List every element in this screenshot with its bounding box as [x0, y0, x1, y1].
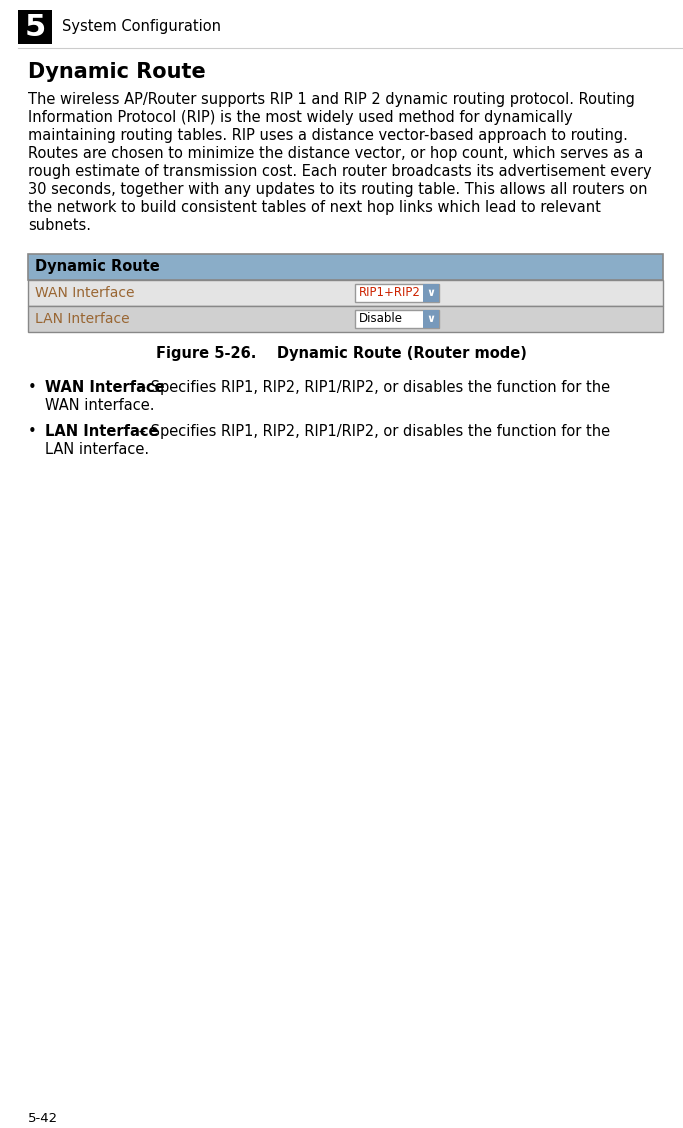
Text: Routes are chosen to minimize the distance vector, or hop count, which serves as: Routes are chosen to minimize the distan…	[28, 146, 643, 161]
Text: The wireless AP/Router supports RIP 1 and RIP 2 dynamic routing protocol. Routin: The wireless AP/Router supports RIP 1 an…	[28, 92, 635, 107]
Text: WAN Interface: WAN Interface	[35, 287, 135, 300]
Text: Dynamic Route: Dynamic Route	[35, 259, 160, 274]
FancyBboxPatch shape	[355, 310, 439, 328]
Text: subnets.: subnets.	[28, 218, 91, 233]
Text: maintaining routing tables. RIP uses a distance vector-based approach to routing: maintaining routing tables. RIP uses a d…	[28, 127, 628, 143]
Text: Disable: Disable	[359, 312, 403, 326]
Text: WAN interface.: WAN interface.	[45, 398, 154, 413]
Text: – Specifies RIP1, RIP2, RIP1/RIP2, or disables the function for the: – Specifies RIP1, RIP2, RIP1/RIP2, or di…	[134, 380, 610, 395]
Text: – Specifies RIP1, RIP2, RIP1/RIP2, or disables the function for the: – Specifies RIP1, RIP2, RIP1/RIP2, or di…	[134, 424, 610, 439]
FancyBboxPatch shape	[28, 280, 663, 306]
Text: LAN interface.: LAN interface.	[45, 442, 149, 457]
Text: LAN Interface: LAN Interface	[45, 424, 158, 439]
Text: the network to build consistent tables of next hop links which lead to relevant: the network to build consistent tables o…	[28, 200, 601, 215]
Text: RIP1+RIP2: RIP1+RIP2	[359, 287, 421, 300]
Text: System Configuration: System Configuration	[62, 19, 221, 35]
FancyBboxPatch shape	[423, 284, 439, 302]
Text: Information Protocol (RIP) is the most widely used method for dynamically: Information Protocol (RIP) is the most w…	[28, 111, 572, 125]
Text: •: •	[28, 380, 37, 395]
Text: rough estimate of transmission cost. Each router broadcasts its advertisement ev: rough estimate of transmission cost. Eac…	[28, 164, 652, 179]
FancyBboxPatch shape	[28, 306, 663, 332]
FancyBboxPatch shape	[28, 254, 663, 280]
Text: ∨: ∨	[426, 288, 436, 298]
Text: 5: 5	[25, 12, 46, 42]
Text: LAN Interface: LAN Interface	[35, 312, 130, 326]
Text: Figure 5-26.    Dynamic Route (Router mode): Figure 5-26. Dynamic Route (Router mode)	[156, 346, 527, 361]
Text: Dynamic Route: Dynamic Route	[28, 62, 206, 82]
Text: WAN Interface: WAN Interface	[45, 380, 165, 395]
Text: •: •	[28, 424, 37, 439]
Text: 30 seconds, together with any updates to its routing table. This allows all rout: 30 seconds, together with any updates to…	[28, 182, 647, 197]
FancyBboxPatch shape	[18, 10, 52, 44]
FancyBboxPatch shape	[355, 284, 439, 302]
Text: ∨: ∨	[426, 314, 436, 324]
Text: 5-42: 5-42	[28, 1112, 58, 1125]
FancyBboxPatch shape	[423, 310, 439, 328]
